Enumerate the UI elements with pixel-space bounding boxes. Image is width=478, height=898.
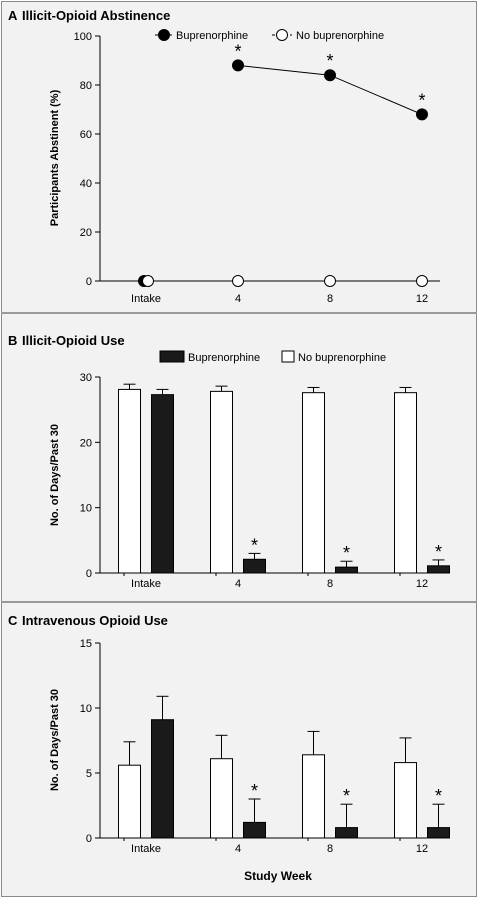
panel-b-ylabel: No. of Days/Past 30 bbox=[49, 424, 61, 526]
panel-a-legend-label-no-buprenorphine: No buprenorphine bbox=[296, 30, 384, 42]
panel-a-y-tick-label: 60 bbox=[80, 129, 92, 141]
panel-a-x-tick-label: 4 bbox=[235, 293, 241, 305]
panel-c-y-tick-label: 10 bbox=[80, 703, 92, 715]
panel-c-bar-no-buprenorphine bbox=[210, 758, 233, 839]
panel-a-y-tick-label: 0 bbox=[86, 276, 92, 288]
panel-c-bar-buprenorphine bbox=[427, 827, 450, 839]
panel-c-bar-buprenorphine bbox=[335, 827, 358, 839]
panel-b-significance-star: * bbox=[435, 542, 442, 562]
panel-c-significance-star: * bbox=[343, 786, 350, 806]
panel-b-bar-no-buprenorphine bbox=[394, 392, 417, 574]
panel-b-bar-buprenorphine bbox=[151, 394, 174, 574]
panel-b-legend-label-no-buprenorphine: No buprenorphine bbox=[298, 352, 386, 364]
panel-b-bar-no-buprenorphine bbox=[302, 392, 325, 574]
panel-b-significance-star: * bbox=[251, 535, 258, 555]
panel-b-y-tick-label: 10 bbox=[80, 503, 92, 515]
panel-c-x-tick-label: Intake bbox=[131, 843, 161, 855]
panel-b-y-tick-label: 0 bbox=[86, 568, 92, 580]
panel-a-ylabel: Participants Abstinent (%) bbox=[49, 89, 61, 226]
panel-a-significance-star: * bbox=[418, 90, 425, 110]
panel-c-significance-star: * bbox=[251, 781, 258, 801]
panel-a-point-buprenorphine bbox=[324, 69, 336, 82]
panel-b-bar-buprenorphine bbox=[335, 566, 358, 574]
panel-b-bar-no-buprenorphine bbox=[118, 388, 141, 574]
panel-divider-2 bbox=[1, 601, 477, 603]
panel-a-legend-marker-buprenorphine bbox=[158, 29, 170, 41]
panel-c-ylabel: No. of Days/Past 30 bbox=[49, 689, 61, 791]
panel-divider-1 bbox=[1, 312, 477, 314]
panel-a-y-tick-label: 100 bbox=[74, 31, 92, 43]
panel-a-y-tick-label: 80 bbox=[80, 80, 92, 92]
panel-letter-c: C bbox=[8, 613, 18, 628]
panel-a-point-buprenorphine bbox=[232, 59, 244, 72]
panel-a-title: Illicit-Opioid Abstinence bbox=[22, 8, 170, 23]
panel-b-legend-swatch-buprenorphine bbox=[159, 350, 185, 363]
panel-c-title: Intravenous Opioid Use bbox=[22, 613, 168, 628]
panel-a-y-tick-label: 40 bbox=[80, 178, 92, 190]
panel-c-x-tick-label: 8 bbox=[327, 843, 333, 855]
panel-b-y-tick-label: 30 bbox=[80, 372, 92, 384]
panel-b-significance-star: * bbox=[343, 543, 350, 563]
panel-b-bar-buprenorphine bbox=[427, 565, 450, 574]
panel-a-legend-label-buprenorphine: Buprenorphine bbox=[176, 30, 248, 42]
panel-a-legend-marker-no-buprenorphine bbox=[276, 29, 288, 41]
panel-c-x-tick-label: 4 bbox=[235, 843, 241, 855]
panel-a-point-no-buprenorphine bbox=[232, 275, 244, 287]
panel-c-bar-no-buprenorphine bbox=[394, 762, 417, 839]
panel-a-point-no-buprenorphine bbox=[324, 275, 336, 287]
panel-c-y-tick-label: 5 bbox=[86, 768, 92, 780]
panel-c-y-tick-label: 0 bbox=[86, 833, 92, 845]
panel-b-x-tick-label: 8 bbox=[327, 578, 333, 590]
panel-b-x-tick-label: 4 bbox=[235, 578, 241, 590]
panel-c-bar-buprenorphine bbox=[151, 719, 174, 839]
panel-b-bar-buprenorphine bbox=[243, 558, 266, 574]
panel-c-xlabel: Study Week bbox=[244, 869, 312, 883]
panel-a-point-no-buprenorphine bbox=[142, 275, 154, 287]
panel-b-legend-swatch-no-buprenorphine bbox=[281, 350, 295, 363]
panel-a-significance-star: * bbox=[326, 51, 333, 71]
panel-c-y-tick-label: 15 bbox=[80, 638, 92, 650]
panel-a-x-tick-label: Intake bbox=[131, 293, 161, 305]
panel-c-bar-no-buprenorphine bbox=[118, 764, 141, 839]
panel-a-x-tick-label: 12 bbox=[416, 293, 428, 305]
panel-b-title: Illicit-Opioid Use bbox=[22, 333, 125, 348]
panel-c-bar-no-buprenorphine bbox=[302, 754, 325, 839]
panel-a-point-no-buprenorphine bbox=[416, 275, 428, 287]
panel-b-y-tick-label: 20 bbox=[80, 437, 92, 449]
panel-a-y-tick-label: 20 bbox=[80, 227, 92, 239]
panel-a-significance-star: * bbox=[234, 41, 241, 61]
panel-b-bar-no-buprenorphine bbox=[210, 390, 233, 574]
panel-b-x-tick-label: 12 bbox=[416, 578, 428, 590]
panel-c-significance-star: * bbox=[435, 786, 442, 806]
panel-letter-b: B bbox=[8, 333, 17, 348]
panel-a-point-buprenorphine bbox=[416, 108, 428, 121]
panel-b-legend-label-buprenorphine: Buprenorphine bbox=[188, 352, 260, 364]
panel-c-x-tick-label: 12 bbox=[416, 843, 428, 855]
panel-b-x-tick-label: Intake bbox=[131, 578, 161, 590]
panel-letter-a: A bbox=[8, 8, 18, 23]
panel-c-bar-buprenorphine bbox=[243, 821, 266, 839]
panel-a-x-tick-label: 8 bbox=[327, 293, 333, 305]
